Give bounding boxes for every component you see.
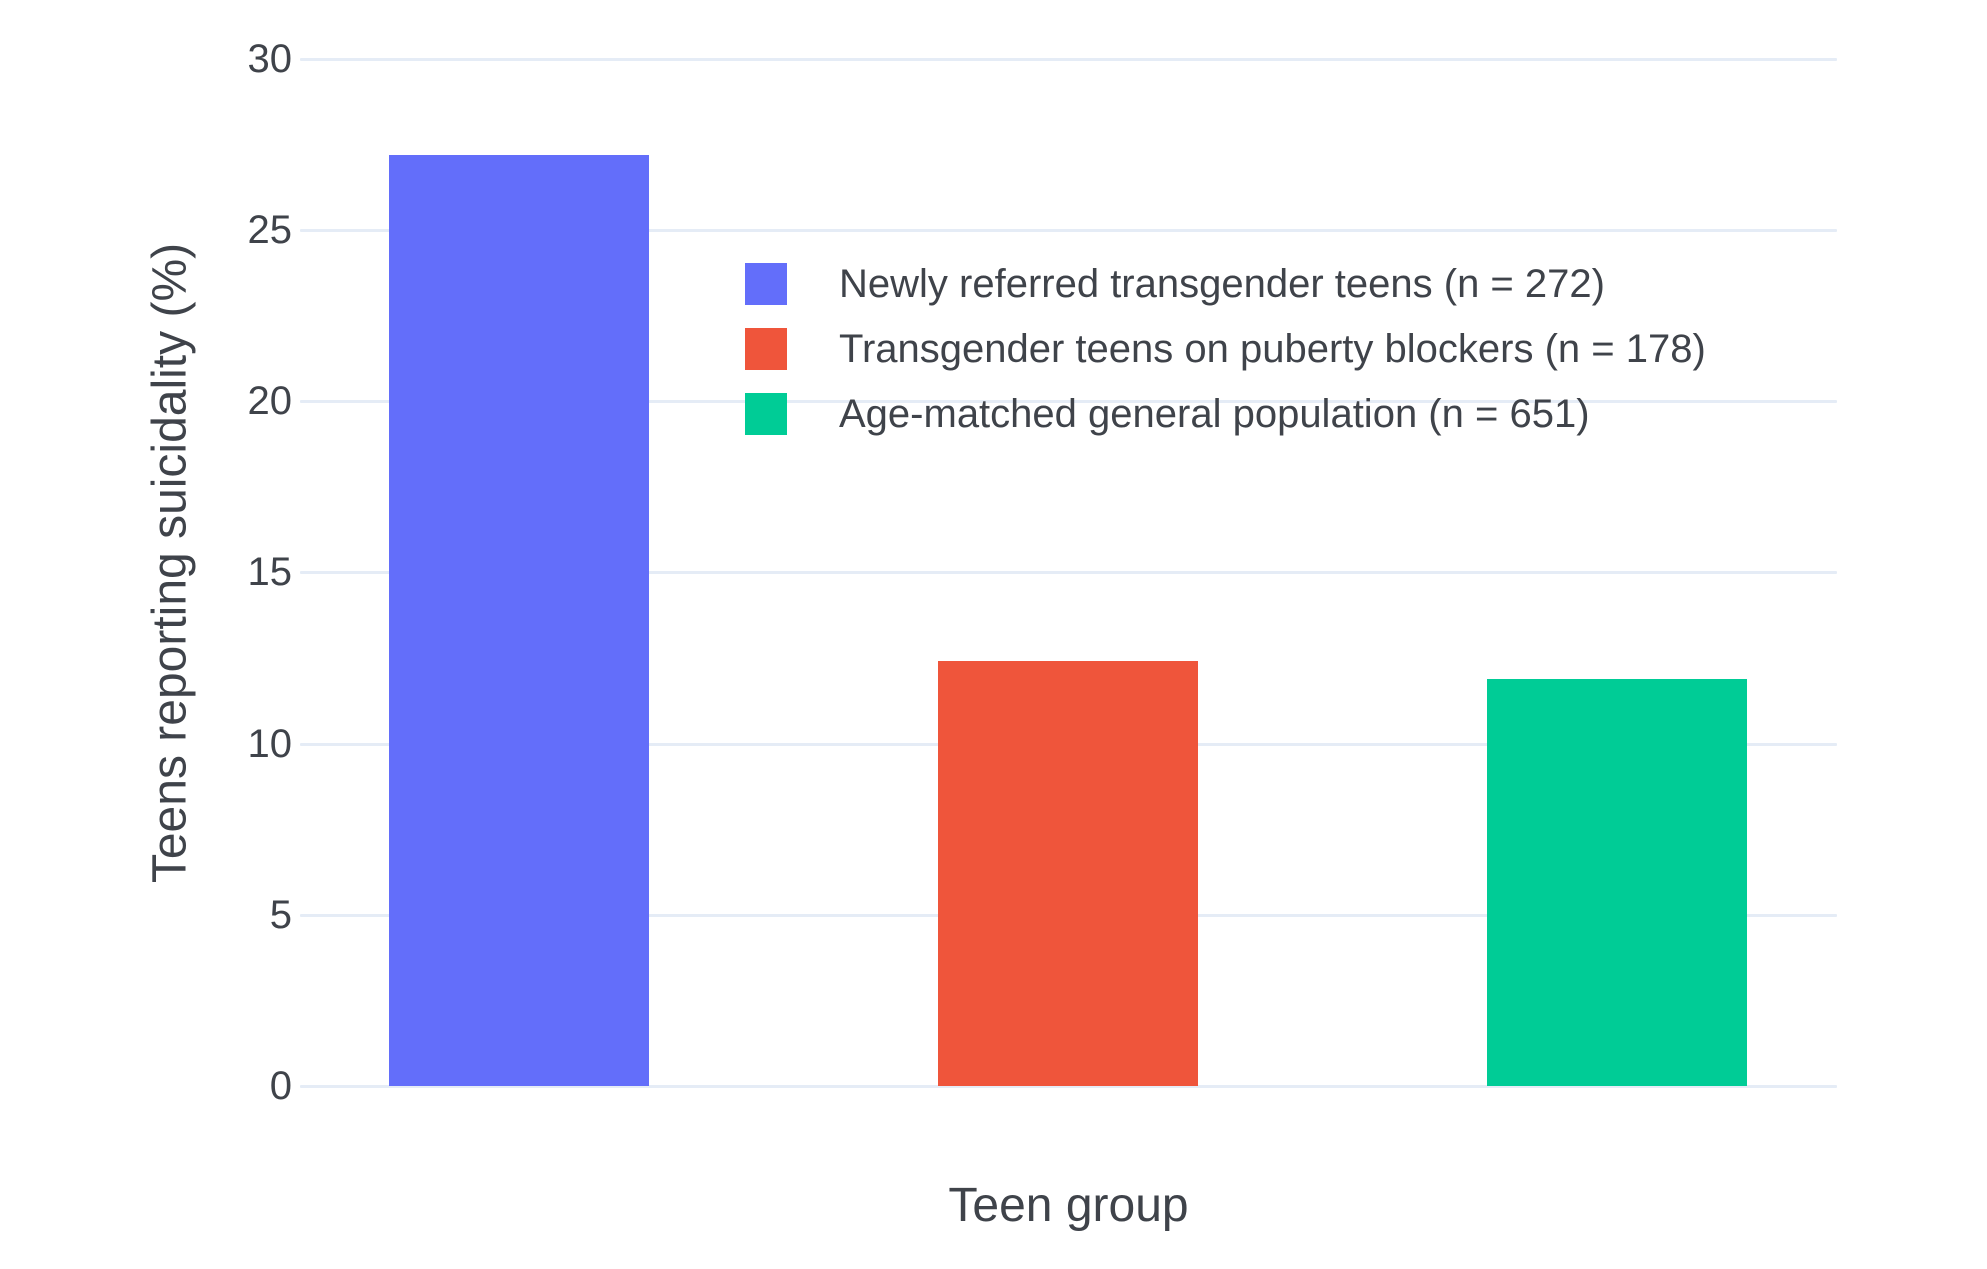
legend-item-1: Newly referred transgender teens (n = 27… xyxy=(745,263,1706,305)
gridline-y0 xyxy=(300,1085,1837,1088)
legend-swatch-icon xyxy=(745,393,787,435)
bar-1 xyxy=(389,154,649,1086)
ytick-label-10: 10 xyxy=(247,721,293,766)
bar-3 xyxy=(1487,678,1747,1086)
legend-item-2: Transgender teens on puberty blockers (n… xyxy=(745,328,1706,370)
gridline-y20 xyxy=(300,400,1837,404)
ytick-label-25: 25 xyxy=(247,208,293,252)
gridline-y25 xyxy=(300,229,1837,232)
ytick-label-20: 20 xyxy=(247,379,293,424)
legend-swatch-icon xyxy=(745,263,787,305)
legend-label: Newly referred transgender teens (n = 27… xyxy=(839,262,1605,306)
plot-area xyxy=(300,40,1837,1088)
bar-2 xyxy=(938,661,1198,1086)
x-axis-title: Teen group xyxy=(948,1179,1189,1232)
ytick-label-5: 5 xyxy=(269,892,292,937)
legend-swatch-icon xyxy=(745,328,787,370)
legend-item-3: Age-matched general population (n = 651) xyxy=(745,393,1706,435)
gridline-y30 xyxy=(300,57,1837,61)
legend: Newly referred transgender teens (n = 27… xyxy=(745,263,1706,458)
ytick-label-0: 0 xyxy=(269,1064,292,1108)
legend-label: Age-matched general population (n = 651) xyxy=(839,392,1590,436)
ytick-label-15: 15 xyxy=(247,550,293,595)
ytick-label-30: 30 xyxy=(247,36,293,81)
legend-label: Transgender teens on puberty blockers (n… xyxy=(839,327,1706,371)
gridline-y15 xyxy=(300,571,1837,575)
